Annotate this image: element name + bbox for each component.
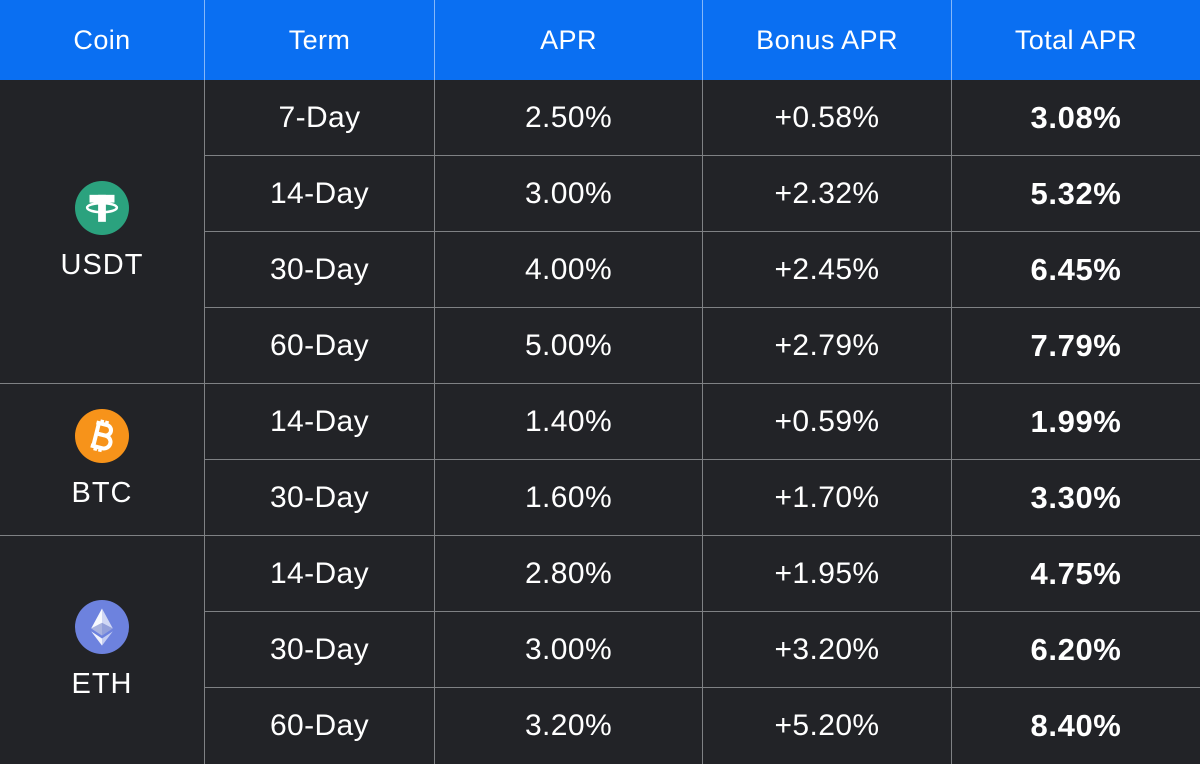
coin-cell-btc: BTC: [0, 384, 205, 536]
header-term: Term: [205, 0, 435, 80]
bitcoin-icon: [75, 409, 129, 463]
header-bonus-apr: Bonus APR: [703, 0, 952, 80]
total-apr-cell: 8.40%: [1030, 708, 1122, 743]
apr-cell: 3.00%: [435, 156, 703, 232]
apr-cell: 3.20%: [435, 688, 703, 764]
apr-cell: 1.60%: [435, 460, 703, 536]
total-apr-cell: 4.75%: [952, 536, 1200, 612]
term-cell: 7-Day: [205, 80, 435, 156]
tether-icon: [75, 181, 129, 235]
bonus-apr-cell: +0.59%: [703, 384, 952, 460]
total-apr-cell: 7.79%: [952, 308, 1200, 384]
ethereum-icon: [75, 599, 129, 654]
total-apr-cell: 1.99%: [952, 384, 1200, 460]
coin-cell-usdt: USDT: [0, 80, 205, 384]
term-cell: 14-Day: [205, 536, 435, 612]
bonus-apr-cell: +1.95%: [703, 536, 952, 612]
header-apr: APR: [435, 0, 703, 80]
coin-label: ETH: [71, 667, 133, 700]
total-apr-cell: 6.20%: [952, 612, 1200, 688]
total-apr-cell: 3.30%: [952, 460, 1200, 536]
term-cell: 30-Day: [205, 612, 435, 688]
apr-cell: 4.00%: [435, 232, 703, 308]
term-cell: 30-Day: [205, 460, 435, 536]
header-coin: Coin: [0, 0, 205, 80]
total-apr-cell: 3.08%: [952, 80, 1200, 156]
apr-cell: 2.50%: [435, 80, 703, 156]
coin-label: BTC: [71, 477, 133, 509]
term-cell: 14-Day: [205, 384, 435, 460]
apr-cell: 5.00%: [435, 308, 703, 384]
total-apr-cell: 6.45%: [952, 232, 1200, 308]
bonus-apr-cell: +2.32%: [703, 156, 952, 232]
apr-cell: 1.40%: [435, 384, 703, 460]
apr-cell: 3.00%: [435, 612, 703, 688]
bonus-apr-cell: +0.58%: [703, 80, 952, 156]
term-cell: 14-Day: [205, 156, 435, 232]
term-cell: 30-Day: [205, 232, 435, 308]
bonus-apr-cell: +2.79%: [703, 308, 952, 384]
coin-label: USDT: [60, 249, 144, 281]
term-cell: 60-Day: [205, 308, 435, 384]
bonus-apr-cell: +5.20%: [703, 688, 952, 764]
bonus-apr-cell: +2.45%: [703, 232, 952, 308]
bonus-apr-cell: +3.20%: [703, 612, 952, 688]
term-cell: 60-Day: [205, 688, 435, 764]
apr-cell: 2.80%: [435, 536, 703, 612]
bonus-apr-cell: +1.70%: [703, 460, 952, 536]
header-total-apr: Total APR: [952, 0, 1200, 80]
coin-cell-eth: ETH: [0, 536, 205, 764]
total-apr-cell: 5.32%: [952, 156, 1200, 232]
